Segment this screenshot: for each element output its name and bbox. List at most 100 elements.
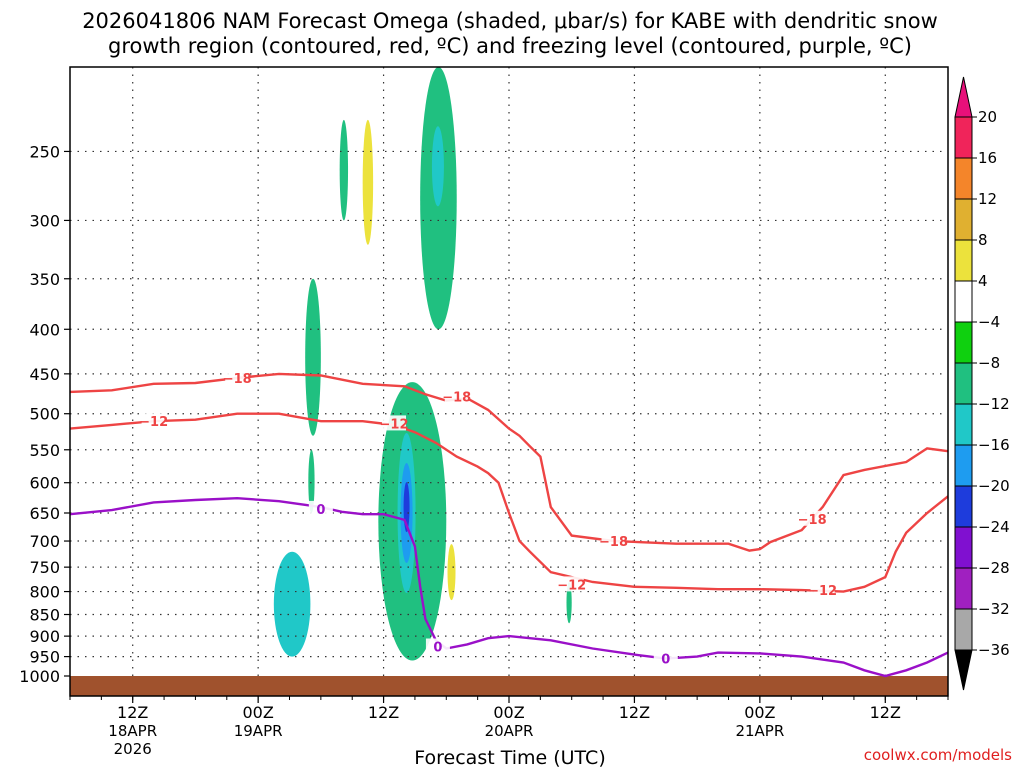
colorbar-label-2: 12 <box>978 190 997 208</box>
y-tick-label-300: 300 <box>29 211 60 230</box>
ground-surface <box>70 676 948 696</box>
contour-label-dgz_minus12-1: −12 <box>380 417 409 432</box>
contour-label-freezing_0-2: 0 <box>661 653 670 668</box>
contour-label-freezing_0-0: 0 <box>316 503 325 518</box>
omega-region-8 <box>446 495 483 628</box>
omega-shading <box>273 67 756 661</box>
colorbar-bin-7 <box>954 403 973 446</box>
colorbar-bin-3 <box>954 239 973 282</box>
x-tick-time-78: 12Z <box>870 703 901 722</box>
colorbar-bin-9 <box>954 485 973 528</box>
x-tick-date-66: 21APR <box>735 722 784 740</box>
contour-label-dgz_minus12-2: −12 <box>557 578 586 593</box>
contour-label-bg-dgz_minus18-3 <box>800 510 825 526</box>
contour-dgz_minus12 <box>69 412 949 593</box>
omega-upper-orange <box>364 155 371 206</box>
contour-label-dgz_minus18-2: −18 <box>599 535 628 550</box>
contour-label-dgz_minus12-3: −12 <box>808 584 837 599</box>
y-tick-label-450: 450 <box>29 365 60 384</box>
y-tick-label-400: 400 <box>29 320 60 339</box>
y-tick-label-550: 550 <box>29 441 60 460</box>
contour-label-dgz_minus18-0: −18 <box>223 372 252 387</box>
colorbar-label-3: 8 <box>978 231 988 249</box>
x-tick-time-66: 00Z <box>744 703 775 722</box>
y-tick-label-900: 900 <box>29 627 60 646</box>
y-tick-label-650: 650 <box>29 504 60 523</box>
y-tick-label-600: 600 <box>29 474 60 493</box>
contour-label-bg-freezing_0-1 <box>425 638 450 654</box>
x-axis-label: Forecast Time (UTC) <box>414 747 605 768</box>
colorbar-label-12: −32 <box>978 600 1010 618</box>
omega-region-9 <box>482 338 504 443</box>
colorbar-bin-12 <box>954 608 973 651</box>
x-tick-year-6: 2026 <box>114 740 152 758</box>
colorbar-bottom-arrow <box>954 649 973 691</box>
y-tick-label-700: 700 <box>29 532 60 551</box>
omega-region-13 <box>498 373 520 443</box>
colorbar-bin-5 <box>954 321 973 364</box>
contour-label-bg-dgz_minus12-0 <box>141 413 166 429</box>
colorbar-label-11: −28 <box>978 559 1010 577</box>
y-tick-label-1000: 1000 <box>19 667 60 686</box>
x-tick-date-42: 20APR <box>485 722 534 740</box>
omega-region-0 <box>273 551 311 657</box>
omega-region-15 <box>566 581 572 624</box>
contour-label-bg-freezing_0-2 <box>653 650 678 666</box>
colorbar-bin-11 <box>954 567 973 610</box>
contour-label-dgz_minus18-3: −18 <box>798 513 827 528</box>
omega-region-16 <box>747 605 756 624</box>
y-tick-label-950: 950 <box>29 648 60 667</box>
contour-label-bg-dgz_minus18-0 <box>225 370 250 386</box>
x-tick-time-6: 12Z <box>117 703 148 722</box>
y-tick-label-750: 750 <box>29 558 60 577</box>
contour-freezing_0 <box>69 496 949 678</box>
colorbar-bin-8 <box>954 444 973 487</box>
contours: −18 −18 −18 −18 −12 −12 −12 −12 0 0 0 <box>69 370 949 678</box>
contour-label-bg-dgz_minus18-1 <box>444 388 469 404</box>
colorbar-bin-10 <box>954 526 973 569</box>
omega-region-10 <box>509 469 546 661</box>
x-tick-time-54: 12Z <box>619 703 650 722</box>
colorbar-label-1: 16 <box>978 149 997 167</box>
colorbar-label-4: 4 <box>978 272 988 290</box>
colorbar-bin-4 <box>954 280 973 323</box>
omega-region-2 <box>308 449 315 513</box>
y-axis: 250 300 350 400 450 500 550 600 650 700 750 800 850 9… <box>19 142 70 686</box>
colorbar-label-6: −8 <box>978 354 1000 372</box>
x-tick-date-18: 19APR <box>234 722 283 740</box>
colorbar-label-8: −16 <box>978 436 1010 454</box>
y-tick-label-350: 350 <box>29 270 60 289</box>
y-tick-label-850: 850 <box>29 606 60 625</box>
x-tick-time-18: 00Z <box>242 703 273 722</box>
omega-upper-teal <box>431 126 444 207</box>
y-tick-label-800: 800 <box>29 583 60 602</box>
y-tick-label-250: 250 <box>29 142 60 161</box>
contour-label-bg-freezing_0-0 <box>308 500 333 516</box>
chart-title-line1: 2026041806 NAM Forecast Omega (shaded, μ… <box>82 9 938 33</box>
colorbar-label-7: −12 <box>978 395 1010 413</box>
x-tick-date-6: 18APR <box>108 722 157 740</box>
colorbar-bin-1 <box>954 157 973 200</box>
colorbar-label-0: 20 <box>978 108 997 126</box>
colorbar-top-arrow <box>954 76 973 118</box>
contour-label-bg-dgz_minus18-2 <box>601 533 626 549</box>
y-tick-label-500: 500 <box>29 405 60 424</box>
contour-label-dgz_minus18-1: −18 <box>442 391 471 406</box>
omega-low-orange <box>447 544 456 601</box>
contour-label-bg-dgz_minus12-1 <box>382 415 407 431</box>
chart-title-line2: growth region (contoured, red, ºC) and f… <box>108 34 912 58</box>
contour-label-bg-dgz_minus12-3 <box>810 582 835 598</box>
colorbar-bin-2 <box>954 198 973 241</box>
colorbar-label-9: −20 <box>978 477 1010 495</box>
omega-region-1 <box>305 278 321 436</box>
omega-region-14 <box>686 586 708 649</box>
colorbar-bin-0 <box>954 116 973 159</box>
colorbar-label-10: −24 <box>978 518 1010 536</box>
x-tick-time-30: 12Z <box>368 703 399 722</box>
colorbar-bin-6 <box>954 362 973 405</box>
omega-region-12 <box>535 541 557 637</box>
colorbar: 20 16 12 8 4 −4 −8 −12 −16 −20 −24 −28 −32 −36 <box>954 76 1010 691</box>
credit-link[interactable]: coolwx.com/models <box>864 746 1012 764</box>
